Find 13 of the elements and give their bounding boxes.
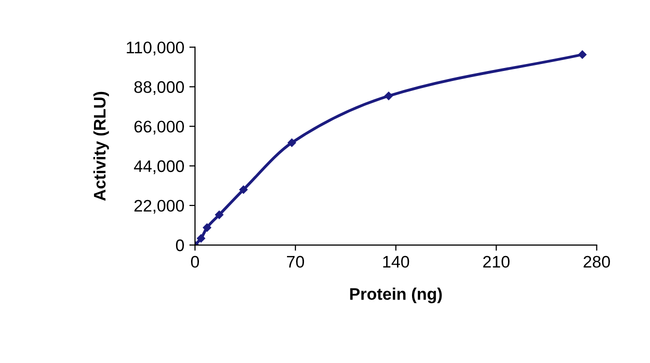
y-tick-label: 66,000	[134, 120, 184, 134]
x-tick-label: 210	[483, 256, 510, 268]
y-tick-label: 88,000	[134, 81, 184, 95]
y-tick-label: 110,000	[126, 42, 184, 56]
x-tick-label: 0	[191, 256, 199, 268]
x-tick-label: 140	[383, 256, 410, 268]
x-axis-title: Protein (ng)	[350, 288, 442, 304]
x-tick-label: 280	[584, 256, 610, 268]
y-tick-label: 44,000	[134, 160, 184, 174]
x-tick-label: 70	[287, 256, 304, 268]
y-tick-label: 0	[176, 239, 184, 252]
y-tick-label: 22,000	[134, 200, 184, 214]
y-axis-title: Activity (RLU)	[93, 92, 109, 201]
